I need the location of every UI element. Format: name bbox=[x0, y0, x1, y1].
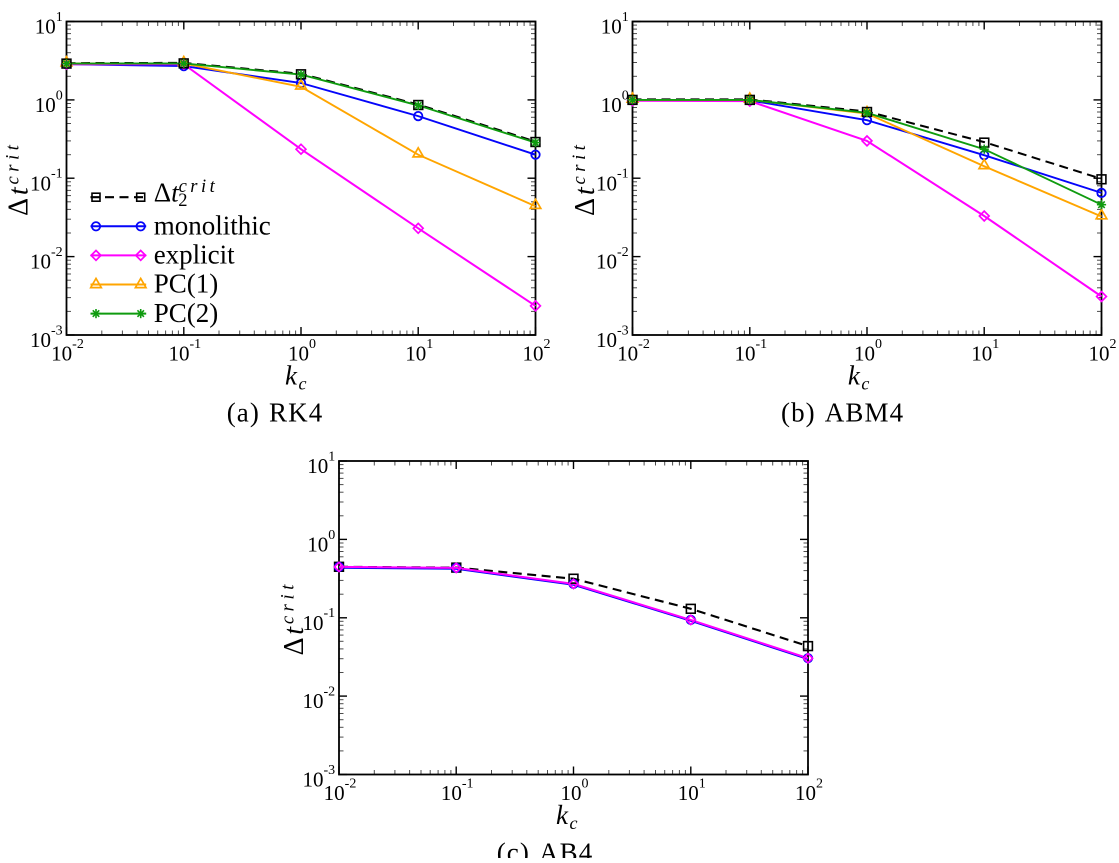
svg-text:(b)ABM4: (b) ABM4 bbox=[781, 398, 904, 428]
svg-text:PC(2): PC(2) bbox=[154, 298, 219, 328]
svg-text:PC(1): PC(1) bbox=[154, 269, 219, 299]
svg-text:100: 100 bbox=[601, 88, 629, 117]
svg-text:(a)RK4: (a) RK4 bbox=[227, 398, 324, 428]
svg-text:10-1: 10-1 bbox=[168, 337, 201, 366]
svg-text:100: 100 bbox=[561, 777, 589, 806]
svg-text:explicit: explicit bbox=[154, 240, 235, 270]
svg-text:(c)AB4: (c) AB4 bbox=[497, 838, 594, 859]
svg-text:monolithic: monolithic bbox=[154, 211, 271, 241]
